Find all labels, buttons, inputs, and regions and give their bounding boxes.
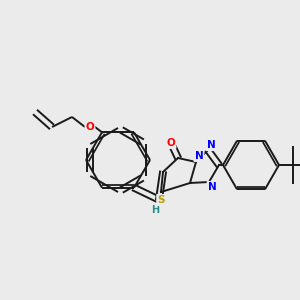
Text: O: O	[167, 138, 176, 148]
Text: N: N	[195, 151, 203, 161]
Text: N: N	[208, 182, 216, 192]
Text: N: N	[207, 140, 215, 150]
Text: S: S	[157, 195, 165, 205]
Text: H: H	[151, 205, 159, 215]
Text: O: O	[85, 122, 94, 132]
